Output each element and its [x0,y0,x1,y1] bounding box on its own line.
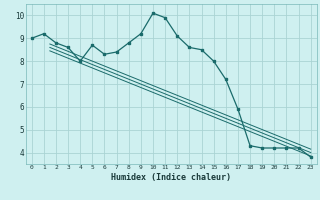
X-axis label: Humidex (Indice chaleur): Humidex (Indice chaleur) [111,173,231,182]
